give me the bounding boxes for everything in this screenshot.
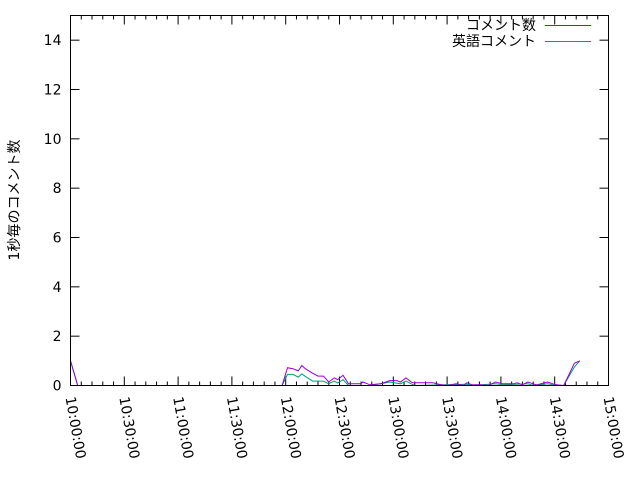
x-tick-label: 13:30:00 <box>438 395 465 460</box>
y-tick-label: 4 <box>53 280 62 296</box>
x-tick-label: 10:00:00 <box>62 395 89 460</box>
x-tick-label: 14:00:00 <box>492 395 519 460</box>
y-tick-label: 8 <box>53 181 62 197</box>
y-tick-label: 2 <box>53 329 62 345</box>
x-tick-label: 11:00:00 <box>169 395 196 460</box>
plot-border <box>70 15 609 386</box>
series-line-0 <box>70 360 581 387</box>
y-tick-labels: 0 2 4 6 8 10 12 14 <box>44 33 62 394</box>
legend-label-0: コメント数 <box>466 18 536 34</box>
legend: コメント数 英語コメント <box>452 18 591 50</box>
x-tick-label: 12:30:00 <box>331 395 358 460</box>
x-tick-label: 13:00:00 <box>384 395 411 460</box>
x-tick-label: 10:30:00 <box>115 395 142 460</box>
x-tick-label: 12:00:00 <box>277 395 304 460</box>
series-line-1 <box>70 360 581 387</box>
x-tick-label: 11:30:00 <box>223 395 250 460</box>
y-tick-label: 10 <box>44 132 62 148</box>
x-tick-label: 15:00:00 <box>600 395 627 460</box>
y-tick-label: 6 <box>53 231 62 247</box>
x-tick-label: 14:30:00 <box>546 395 573 460</box>
y-tick-label: 14 <box>44 33 62 49</box>
y-axis-label: 1秒毎のコメント数 <box>7 140 23 261</box>
series-lines <box>70 360 581 387</box>
y-tick-label: 12 <box>44 83 62 99</box>
ticks <box>70 15 609 386</box>
legend-label-1: 英語コメント <box>452 33 536 50</box>
y-tick-label: 0 <box>53 379 62 395</box>
x-tick-labels: 10:00:00 10:30:00 11:00:00 11:30:00 12:00:00… <box>62 395 627 460</box>
